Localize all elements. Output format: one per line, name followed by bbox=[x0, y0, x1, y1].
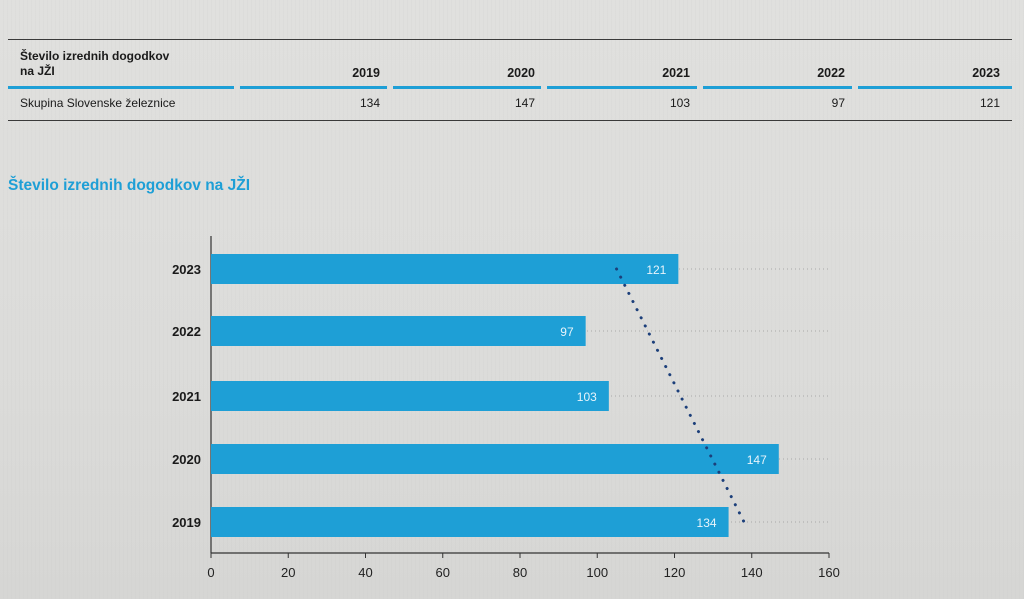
bar-2020 bbox=[211, 444, 779, 474]
category-label-2023: 2023 bbox=[172, 262, 201, 277]
category-label-2022: 2022 bbox=[172, 324, 201, 339]
bar-2023 bbox=[211, 254, 679, 284]
category-label-2021: 2021 bbox=[172, 389, 201, 404]
data-label-2023: 121 bbox=[646, 263, 666, 277]
data-label-2022: 97 bbox=[560, 325, 574, 339]
x-tick-label: 60 bbox=[436, 565, 450, 580]
table-year-2019: 2019 bbox=[352, 66, 380, 80]
table-header-label-line2: na JŽI bbox=[20, 64, 55, 78]
x-tick-label: 0 bbox=[207, 565, 214, 580]
table-year-underline bbox=[393, 86, 541, 89]
table-year-underline bbox=[858, 86, 1012, 89]
x-tick-label: 80 bbox=[513, 565, 527, 580]
category-label-2020: 2020 bbox=[172, 452, 201, 467]
bar-2021 bbox=[211, 381, 609, 411]
x-tick-label: 160 bbox=[818, 565, 840, 580]
x-tick-label: 40 bbox=[358, 565, 372, 580]
bar-2019 bbox=[211, 507, 729, 537]
table-value-2020: 147 bbox=[514, 96, 535, 110]
table-year-2021: 2021 bbox=[662, 66, 690, 80]
category-label-2019: 2019 bbox=[172, 515, 201, 530]
table-top-rule bbox=[8, 39, 1012, 40]
data-label-2021: 103 bbox=[577, 390, 597, 404]
x-tick-label: 20 bbox=[281, 565, 295, 580]
table-header-label-line1: Število izrednih dogodkov bbox=[20, 49, 170, 63]
table-year-2022: 2022 bbox=[817, 66, 845, 80]
table-header-underline bbox=[8, 86, 234, 89]
table-year-2023: 2023 bbox=[972, 66, 1000, 80]
x-tick-label: 140 bbox=[741, 565, 763, 580]
bar-2022 bbox=[211, 316, 586, 346]
data-label-2020: 147 bbox=[747, 453, 767, 467]
table-value-2022: 97 bbox=[831, 96, 845, 110]
table-year-underline bbox=[703, 86, 852, 89]
table-value-2021: 103 bbox=[669, 96, 690, 110]
table-value-2019: 134 bbox=[359, 96, 380, 110]
table-bottom-rule bbox=[8, 120, 1012, 121]
chart-title: Število izrednih dogodkov na JŽI bbox=[8, 177, 250, 194]
trendline bbox=[615, 267, 746, 524]
x-tick-label: 100 bbox=[586, 565, 608, 580]
x-tick-label: 120 bbox=[664, 565, 686, 580]
table-year-underline bbox=[547, 86, 697, 89]
data-label-2019: 134 bbox=[697, 516, 717, 530]
table-header-label: Število izrednih dogodkov na JŽI bbox=[20, 49, 220, 79]
table-value-2023: 121 bbox=[979, 96, 1000, 110]
table-year-underline bbox=[240, 86, 387, 89]
table-row-label: Skupina Slovenske železnice bbox=[20, 96, 176, 110]
table-year-2020: 2020 bbox=[507, 66, 535, 80]
